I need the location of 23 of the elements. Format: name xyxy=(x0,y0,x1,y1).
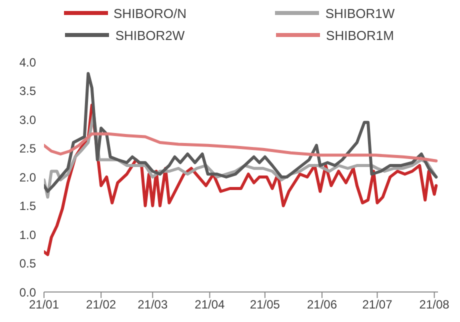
x-tick-label: 21/01 xyxy=(28,298,60,312)
y-tick-label: 1.0 xyxy=(19,228,36,242)
y-tick-label: 3.5 xyxy=(19,84,36,98)
line-series xyxy=(44,132,438,162)
y-tick-label: 0.0 xyxy=(19,285,36,300)
x-tick-label: 21/03 xyxy=(138,298,168,312)
y-tick-label: 1.5 xyxy=(19,199,36,214)
x-tick-label: 21/07 xyxy=(362,298,393,312)
legend-label: SHIBOR1W xyxy=(325,6,395,20)
y-tick-label: 0.5 xyxy=(19,256,36,271)
y-tick-label: 2.5 xyxy=(19,142,36,156)
legend-label: SHIBORO/N xyxy=(114,6,186,20)
y-tick-label: 4.0 xyxy=(19,55,36,70)
x-tick-label: 21/08 xyxy=(419,298,450,312)
legend-label: SHIBOR1M xyxy=(326,28,394,42)
y-tick-label: 2.0 xyxy=(19,170,36,184)
legend-label: SHIBOR2W xyxy=(115,28,185,42)
x-tick-label: 21/06 xyxy=(306,298,338,312)
x-tick-label: 21/02 xyxy=(86,298,116,312)
x-tick-label: 21/05 xyxy=(250,298,280,312)
x-tick-label: 21/04 xyxy=(194,298,226,312)
line-series xyxy=(44,72,438,193)
y-tick-label: 3.0 xyxy=(19,112,36,127)
